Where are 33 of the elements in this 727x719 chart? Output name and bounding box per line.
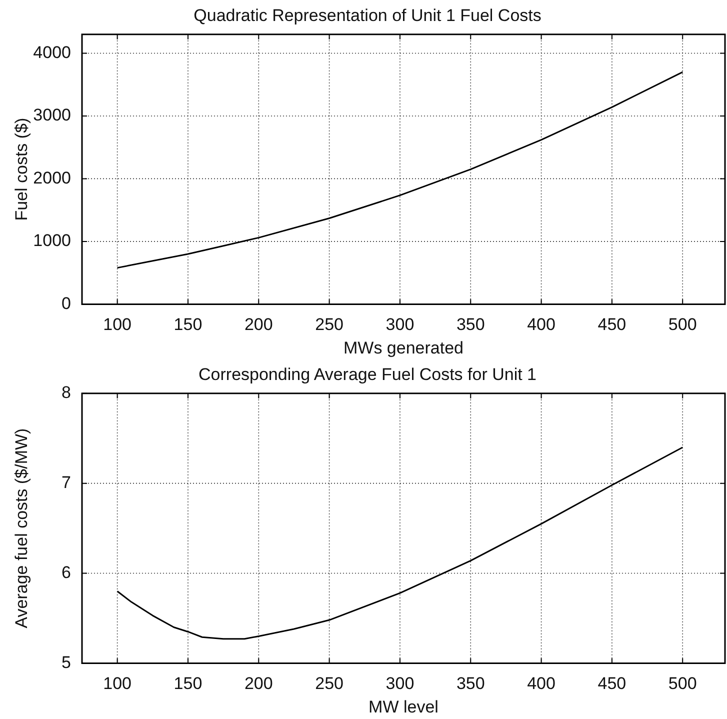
y-tick-label: 8 bbox=[62, 383, 71, 402]
x-tick-label: 300 bbox=[386, 674, 414, 694]
chart-title: Quadratic Representation of Unit 1 Fuel Costs bbox=[194, 6, 542, 25]
x-tick-label: 300 bbox=[386, 315, 414, 334]
x-tick-label: 200 bbox=[244, 315, 273, 334]
y-tick-label: 2000 bbox=[33, 168, 71, 188]
x-tick-label: 350 bbox=[456, 315, 485, 334]
y-tick-label: 3000 bbox=[33, 106, 71, 125]
x-tick-label: 400 bbox=[527, 315, 556, 334]
x-tick-label: 150 bbox=[174, 315, 202, 334]
y-tick-label: 4000 bbox=[33, 42, 71, 62]
x-tick-label: 350 bbox=[456, 674, 485, 694]
x-tick-label: 450 bbox=[598, 315, 626, 334]
x-tick-label: 250 bbox=[315, 315, 344, 334]
y-axis-title: Fuel costs ($) bbox=[12, 118, 31, 221]
y-tick-label: 1000 bbox=[33, 231, 71, 250]
x-tick-label: 200 bbox=[244, 674, 273, 694]
chart-title: Corresponding Average Fuel Costs for Unit 1 bbox=[198, 364, 536, 384]
y-tick-label: 5 bbox=[62, 652, 71, 672]
x-tick-label: 400 bbox=[527, 674, 556, 694]
x-tick-label: 100 bbox=[103, 315, 132, 334]
y-tick-label: 0 bbox=[62, 294, 71, 313]
x-axis-title: MWs generated bbox=[344, 338, 464, 358]
x-tick-label: 500 bbox=[668, 315, 697, 334]
y-tick-label: 7 bbox=[62, 473, 71, 492]
x-tick-label: 100 bbox=[103, 674, 132, 694]
x-tick-label: 450 bbox=[598, 674, 626, 694]
x-axis-title: MW level bbox=[368, 697, 438, 716]
y-axis-title: Average fuel costs ($/MW) bbox=[12, 428, 31, 628]
x-tick-label: 500 bbox=[668, 674, 697, 694]
y-tick-label: 6 bbox=[62, 562, 71, 582]
x-tick-label: 250 bbox=[315, 674, 344, 694]
x-tick-label: 150 bbox=[174, 674, 202, 694]
